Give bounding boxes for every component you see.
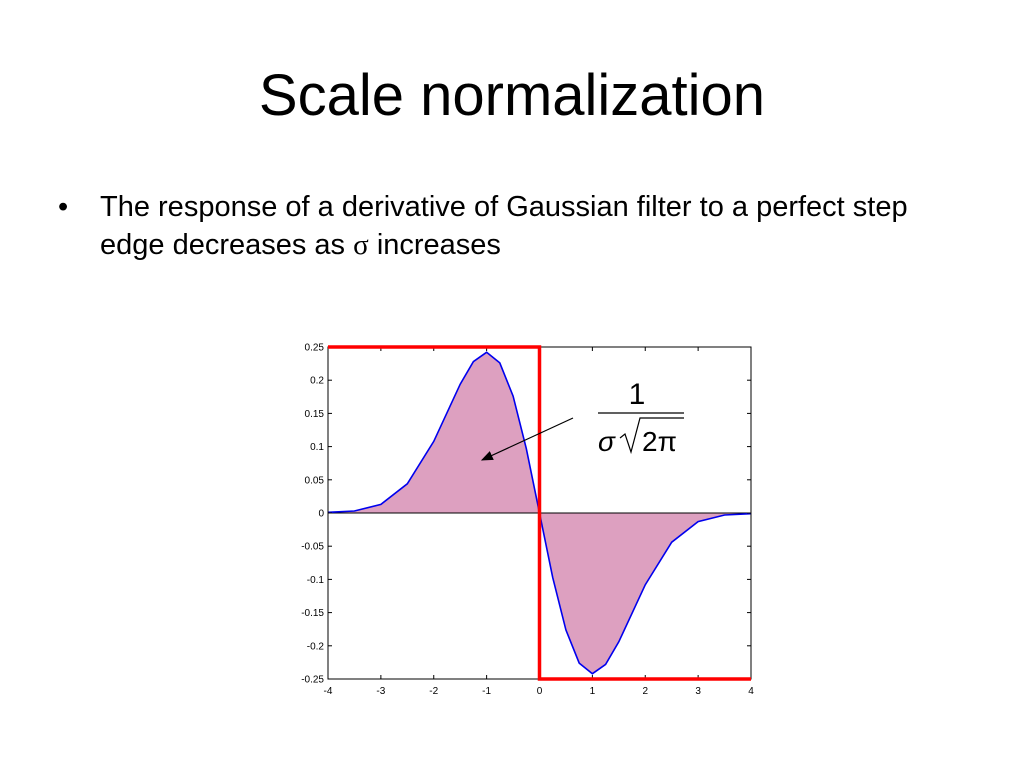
- radical-sign: [619, 417, 684, 455]
- y-tick-label: 0.05: [305, 475, 325, 486]
- x-tick-label: 4: [748, 686, 754, 697]
- x-tick-label: 1: [590, 686, 596, 697]
- x-tick-label: -2: [429, 686, 438, 697]
- formula-numerator: 1: [629, 378, 646, 411]
- step-edge-line: [328, 345, 751, 681]
- bullet-text-before: The response of a derivative of Gaussian…: [100, 191, 908, 261]
- x-tick-label: -4: [324, 686, 333, 697]
- positive-lobe-fill: [328, 352, 540, 513]
- negative-lobe-fill: [539, 513, 751, 674]
- formula-sigma: σ: [598, 426, 616, 457]
- y-tick-label: -0.2: [307, 641, 325, 652]
- tick-labels: -4 -3 -2 -1 0 1 2 3 4 0.25 0.2 0.15 0.1 0.05 0 -0.05 -0.…: [301, 343, 754, 698]
- gaussian-derivative-chart: -4 -3 -2 -1 0 1 2 3 4 0.25 0.2 0.15 0.1 0.05 0 -0.05 -0.…: [301, 343, 754, 698]
- bullet-mark: •: [58, 191, 69, 223]
- y-tick-label: -0.1: [307, 575, 325, 586]
- y-tick-label: -0.15: [301, 608, 324, 619]
- y-tick-label: 0: [318, 509, 324, 520]
- annotation-formula: 1 σ 2π: [598, 378, 684, 457]
- y-tick-label: -0.05: [301, 542, 324, 553]
- annotation-arrow: [480, 417, 574, 461]
- formula-radicand: 2π: [642, 426, 677, 457]
- x-tick-label: 0: [537, 686, 543, 697]
- x-tick-label: -1: [482, 686, 491, 697]
- y-tick-label: -0.25: [301, 675, 324, 686]
- x-tick-label: 2: [642, 686, 648, 697]
- y-tick-label: 0.25: [305, 343, 325, 354]
- sigma-symbol: σ: [353, 229, 369, 261]
- y-tick-label: 0.1: [310, 442, 324, 453]
- bullet-text-after: increases: [368, 229, 501, 261]
- x-tick-label: -3: [376, 686, 385, 697]
- y-tick-label: 0.2: [310, 376, 324, 387]
- bullet-item: • The response of a derivative of Gaussi…: [58, 188, 918, 264]
- x-tick-label: 3: [695, 686, 701, 697]
- slide-title: Scale normalization: [258, 63, 766, 128]
- y-tick-label: 0.15: [305, 409, 325, 420]
- bullet-list: • The response of a derivative of Gaussi…: [58, 188, 918, 264]
